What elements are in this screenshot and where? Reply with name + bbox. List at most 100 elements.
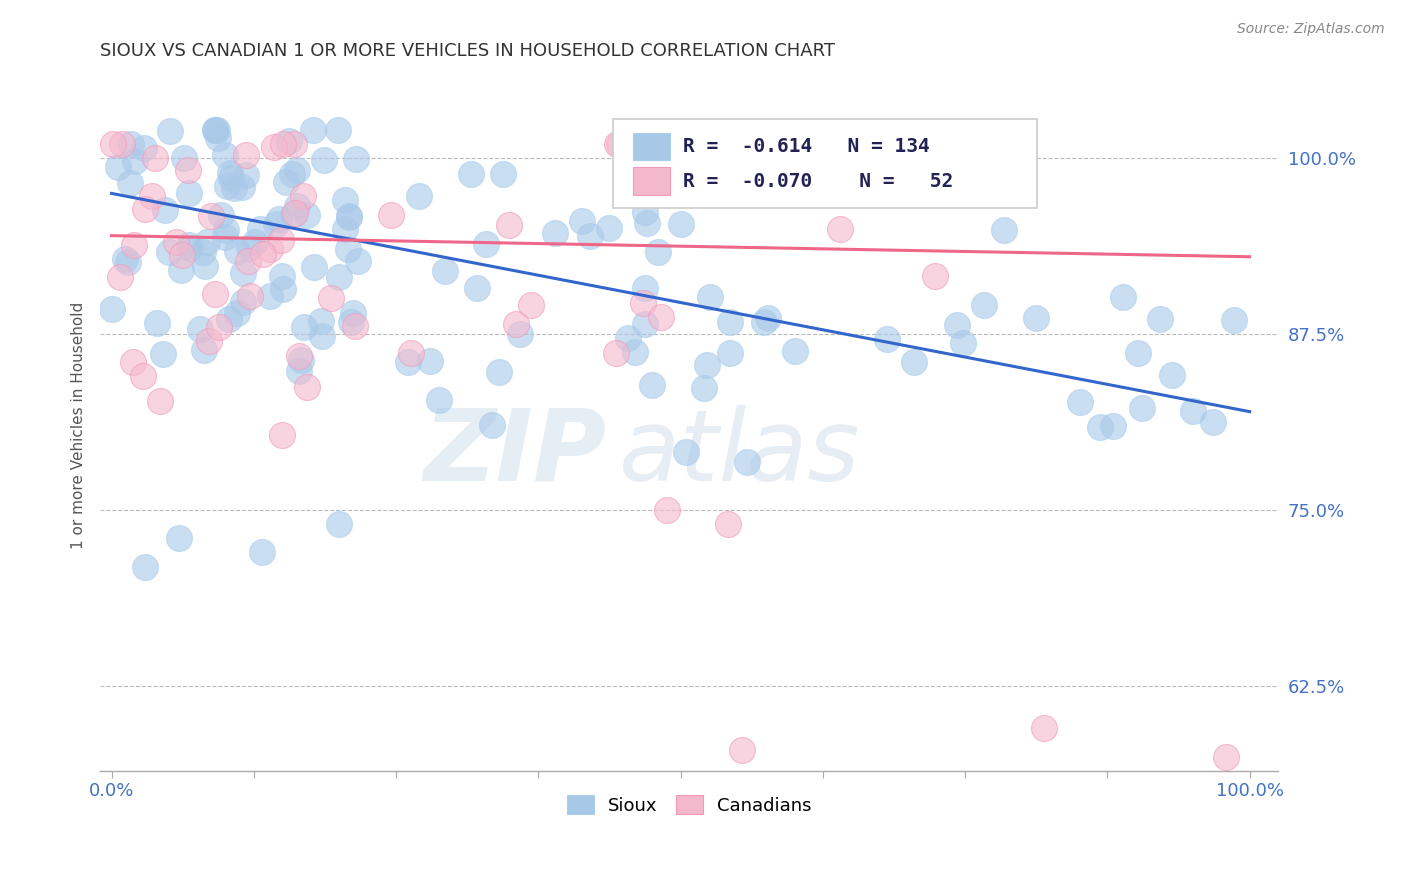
Point [650, 310, 672, 324]
Text: ZIP: ZIP [423, 405, 606, 502]
Point [120, 137, 142, 152]
Point [481, 418, 503, 433]
Point [177, 238, 200, 252]
Point [475, 237, 498, 252]
Point [488, 365, 510, 379]
Text: R =  -0.614   N = 134: R = -0.614 N = 134 [683, 137, 929, 156]
Point [214, 230, 236, 244]
Point [198, 334, 221, 348]
Point [634, 281, 657, 295]
Point [333, 194, 356, 208]
Point [280, 167, 302, 181]
Point [194, 260, 217, 274]
Point [328, 517, 350, 532]
Point [634, 204, 657, 219]
Point [408, 188, 430, 202]
Point [756, 310, 779, 325]
Point [903, 355, 925, 369]
Point [191, 245, 214, 260]
Point [132, 369, 155, 384]
Point [219, 170, 242, 185]
Point [259, 242, 281, 256]
Point [177, 163, 200, 178]
Point [1025, 310, 1047, 325]
Point [285, 199, 308, 213]
Point [1149, 312, 1171, 326]
Point [638, 182, 661, 196]
Point [204, 123, 226, 137]
Point [281, 207, 304, 221]
Point [312, 153, 335, 167]
Point [145, 316, 167, 330]
Point [295, 380, 318, 394]
Point [214, 147, 236, 161]
Point [101, 302, 124, 317]
Point [544, 226, 567, 240]
Point [225, 244, 247, 258]
Point [609, 137, 631, 152]
Point [657, 503, 679, 517]
Point [218, 312, 240, 326]
Point [111, 137, 134, 152]
Point [218, 166, 240, 180]
Point [283, 137, 305, 152]
Point [207, 131, 229, 145]
Point [598, 220, 620, 235]
Point [342, 305, 364, 319]
Point [141, 189, 163, 203]
Point [718, 315, 741, 329]
Point [170, 248, 193, 262]
Legend: Sioux, Canadians: Sioux, Canadians [558, 787, 821, 823]
Point [252, 247, 274, 261]
Point [647, 245, 669, 260]
Point [249, 222, 271, 236]
Point [208, 320, 231, 334]
Point [344, 152, 367, 166]
Point [339, 315, 361, 329]
Point [669, 217, 692, 231]
Point [737, 455, 759, 469]
Point [179, 241, 201, 255]
Point [169, 263, 191, 277]
Text: atlas: atlas [619, 405, 860, 502]
Point [1161, 368, 1184, 382]
Point [1202, 415, 1225, 429]
Point [717, 517, 740, 532]
Point [636, 216, 658, 230]
Point [122, 238, 145, 252]
Point [243, 235, 266, 249]
Point [224, 181, 246, 195]
Point [267, 211, 290, 226]
Point [204, 287, 226, 301]
Point [232, 266, 254, 280]
Point [238, 241, 260, 255]
Point [235, 169, 257, 183]
Point [339, 210, 361, 224]
Point [1126, 346, 1149, 360]
Point [226, 306, 249, 320]
Point [952, 335, 974, 350]
Point [250, 545, 273, 559]
Bar [633, 133, 671, 160]
Point [177, 186, 200, 201]
Point [259, 289, 281, 303]
Point [624, 344, 647, 359]
Point [946, 318, 969, 332]
Point [188, 322, 211, 336]
Text: SIOUX VS CANADIAN 1 OR MORE VEHICLES IN HOUSEHOLD CORRELATION CHART: SIOUX VS CANADIAN 1 OR MORE VEHICLES IN … [100, 42, 835, 60]
Point [209, 207, 232, 221]
Point [571, 214, 593, 228]
Point [311, 313, 333, 327]
Point [460, 167, 482, 181]
Point [346, 253, 368, 268]
Point [273, 137, 295, 152]
Point [239, 289, 262, 303]
Point [107, 160, 129, 174]
Point [207, 123, 229, 137]
Point [333, 222, 356, 236]
Point [295, 207, 318, 221]
Point [1181, 404, 1204, 418]
Point [271, 428, 294, 442]
Point [236, 254, 259, 268]
Point [752, 315, 775, 329]
